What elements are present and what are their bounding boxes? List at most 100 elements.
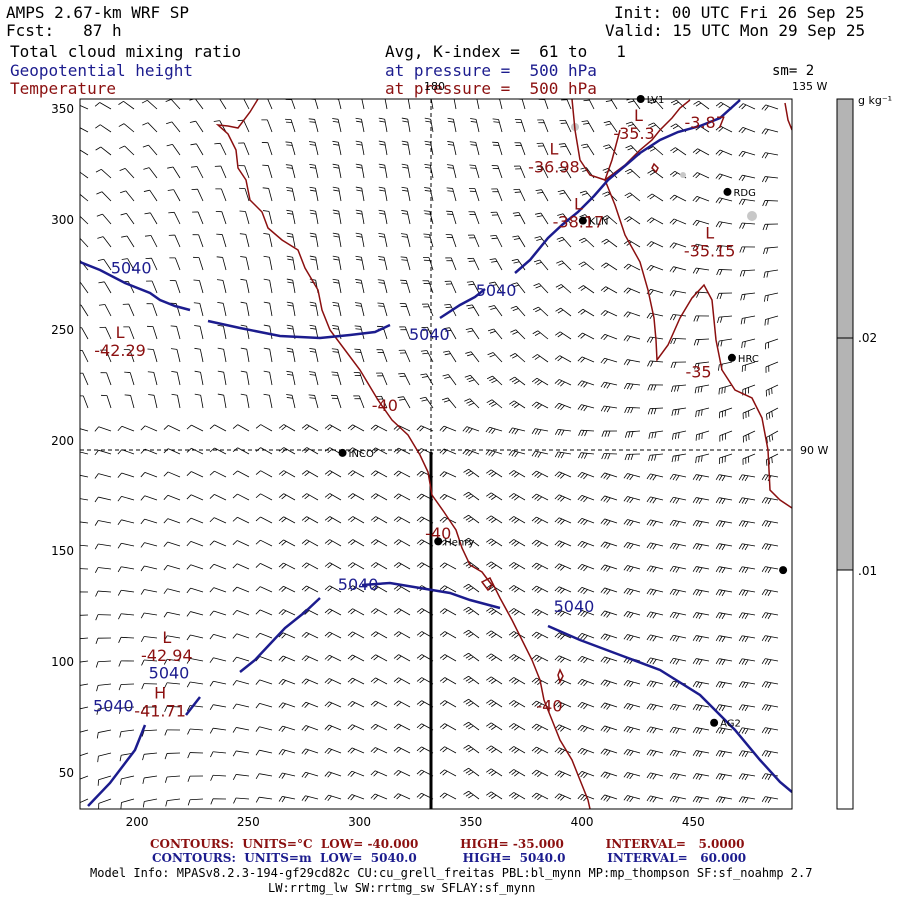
low-letter: L	[574, 195, 583, 214]
wind-barb	[324, 470, 342, 478]
wind-barb	[117, 589, 135, 596]
y-tick-label: 100	[51, 655, 74, 670]
low-marker: L-42.29	[94, 323, 146, 360]
wind-barb	[141, 683, 158, 690]
wind-barb	[187, 752, 204, 759]
wind-barb	[531, 401, 549, 410]
wind-barb	[485, 449, 503, 457]
wind-barb	[715, 635, 733, 643]
wind-barb	[286, 255, 296, 271]
height-label-group: 5040 5040 5040 5040 5040 5040 5040	[93, 259, 594, 716]
wind-barb	[232, 610, 250, 616]
wind-barb	[554, 609, 572, 617]
wind-barb	[370, 424, 388, 432]
wind-barb	[301, 562, 319, 570]
wind-barb	[143, 167, 158, 179]
meridian-90w-label: 90 W	[800, 444, 829, 457]
wind-barb	[96, 191, 112, 202]
wind-barb	[646, 542, 664, 550]
wind-barb	[531, 562, 549, 571]
wind-barb	[163, 588, 181, 594]
wind-barb	[263, 347, 273, 363]
wind-barb	[669, 519, 687, 527]
wind-barb	[96, 706, 112, 715]
wind-barb	[717, 315, 733, 324]
wind-barb	[761, 497, 779, 505]
wind-barb	[278, 609, 296, 616]
wind-barb	[578, 429, 595, 437]
wind-barb	[232, 516, 250, 524]
wind-barb	[309, 186, 319, 202]
wind-barb	[554, 379, 572, 387]
wind-barb	[554, 540, 572, 548]
wind-barb	[119, 145, 135, 156]
wind-barb	[393, 539, 411, 547]
wind-barb	[463, 468, 480, 478]
wind-barb	[80, 474, 89, 478]
wind-barb	[554, 355, 572, 363]
wind-barb	[420, 373, 434, 386]
wind-barb	[255, 424, 273, 432]
wind-barb	[164, 775, 181, 783]
wind-barb	[513, 165, 526, 179]
wind-barb	[255, 539, 273, 547]
wind-barb	[263, 324, 273, 340]
wind-barb	[765, 361, 779, 373]
wind-barb	[510, 329, 526, 340]
wind-barb	[80, 498, 89, 501]
wind-barb	[738, 704, 756, 712]
wind-barb	[463, 491, 480, 501]
wind-barb	[738, 474, 756, 482]
wind-barb	[324, 539, 342, 547]
wind-barb	[486, 561, 503, 570]
wind-barb	[240, 301, 250, 317]
wind-barb	[370, 793, 388, 800]
wind-barb	[738, 198, 756, 205]
wind-barb	[486, 791, 503, 800]
wind-barb	[761, 635, 779, 643]
wind-barb	[692, 474, 710, 481]
wind-barb	[370, 747, 388, 754]
wind-barb	[261, 142, 273, 156]
wind-barb	[669, 726, 687, 734]
wind-barb	[378, 209, 388, 225]
wind-barb	[378, 186, 388, 202]
wind-barb	[646, 680, 664, 688]
wind-barb	[118, 683, 135, 691]
wind-barb	[531, 585, 549, 594]
x-tick-label: 200	[125, 815, 149, 829]
wind-barb	[255, 749, 273, 756]
station-group: INCO Henry KLN RDG HRC AG2 LV1	[338, 95, 788, 730]
wind-barb	[140, 565, 158, 572]
wind-barb	[255, 563, 273, 570]
wind-barb	[422, 280, 434, 294]
wind-barb	[332, 278, 342, 294]
wind-barb	[623, 519, 641, 527]
wind-barb	[669, 242, 687, 249]
wind-barb	[118, 706, 135, 714]
wind-barb	[763, 246, 779, 255]
wind-barb	[450, 99, 457, 110]
model-title: AMPS 2.67-km WRF SP	[6, 3, 190, 22]
wind-barb	[263, 370, 273, 386]
wind-barb	[557, 213, 572, 225]
wind-barb	[467, 257, 480, 271]
wind-barb	[646, 611, 664, 619]
wind-barb	[463, 744, 480, 754]
wind-barb	[95, 124, 112, 133]
wind-barb	[240, 347, 250, 363]
wind-barb	[486, 745, 503, 754]
wind-barb	[559, 119, 572, 133]
temperature-contour-label: -40	[536, 697, 562, 716]
wind-barb	[601, 215, 618, 225]
wind-barb	[405, 99, 411, 110]
wind-barb	[624, 430, 641, 438]
wind-barb	[163, 564, 181, 571]
wind-barb	[232, 750, 250, 757]
wind-barb	[694, 361, 710, 370]
wind-barb	[99, 326, 112, 340]
wind-barb	[401, 117, 411, 133]
wind-barb	[532, 330, 549, 340]
wind-barb	[98, 281, 112, 294]
wind-barb	[556, 260, 572, 271]
